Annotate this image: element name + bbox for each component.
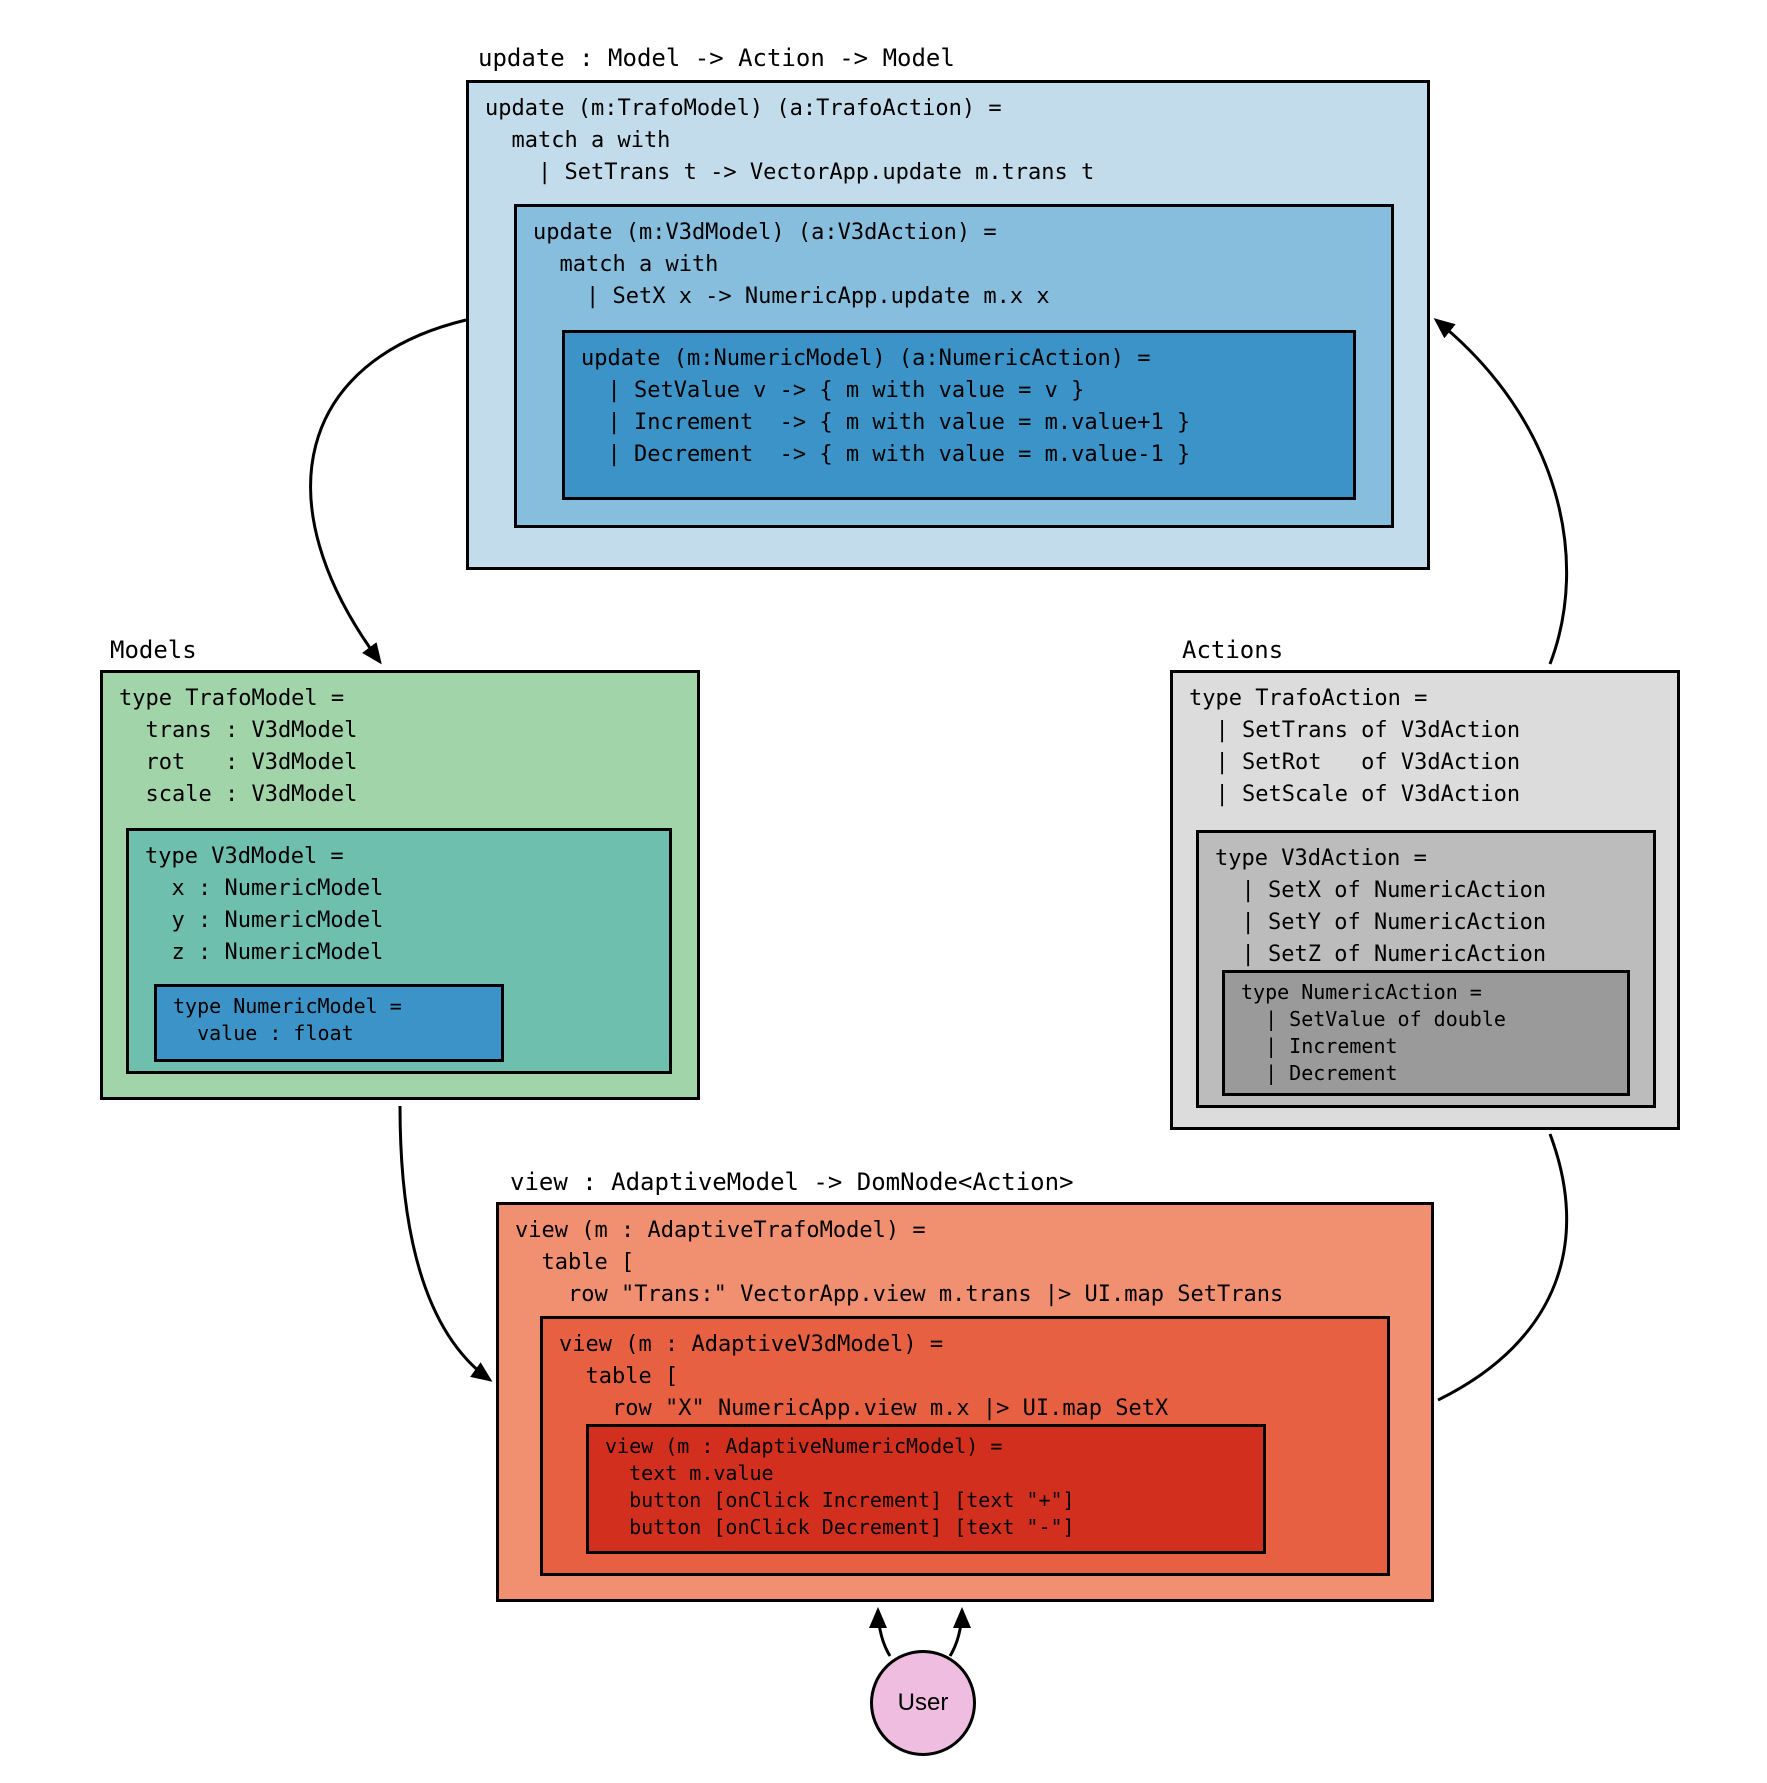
actions-inner-box: type NumericAction = | SetValue of doubl… xyxy=(1222,970,1630,1096)
user-node: User xyxy=(870,1650,976,1756)
view-to-actions xyxy=(1438,1134,1567,1400)
view-title: view : AdaptiveModel -> DomNode<Action> xyxy=(510,1168,1074,1197)
update-title: update : Model -> Action -> Model xyxy=(478,44,955,73)
update-inner-box: update (m:NumericModel) (a:NumericAction… xyxy=(562,330,1356,500)
actions-title: Actions xyxy=(1182,636,1283,665)
actions-to-update xyxy=(1436,320,1567,664)
user-label: User xyxy=(898,1689,949,1717)
update-to-models xyxy=(311,320,466,662)
diagram-canvas: update : Model -> Action -> Model Models… xyxy=(0,0,1767,1783)
models-to-view xyxy=(400,1106,490,1380)
view-inner-box: view (m : AdaptiveNumericModel) = text m… xyxy=(586,1424,1266,1554)
user-right xyxy=(950,1610,962,1656)
models-inner-box: type NumericModel = value : float xyxy=(154,984,504,1062)
models-title: Models xyxy=(110,636,197,665)
user-left xyxy=(878,1610,890,1656)
